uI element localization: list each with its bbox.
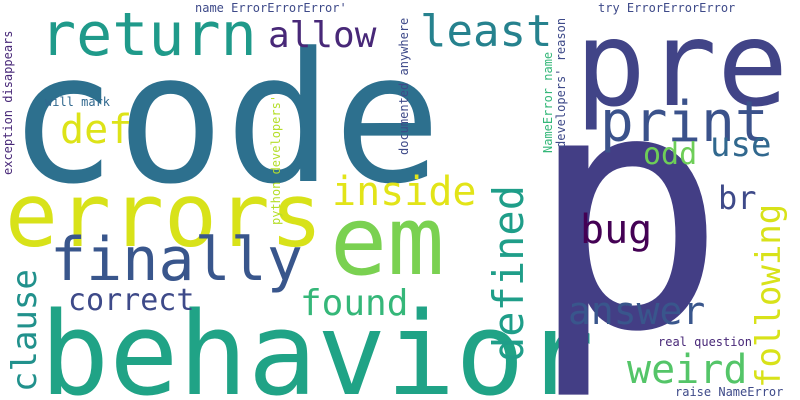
- word-developers-reason: developers' reason: [555, 18, 567, 148]
- word-raise-nameerror: raise NameError: [675, 386, 783, 398]
- word-least: least: [420, 10, 552, 54]
- word-weird: weird: [627, 350, 747, 390]
- word-answer: answer: [568, 292, 705, 330]
- word-python-developers: python developers': [270, 95, 282, 225]
- word-bug: bug: [580, 210, 652, 250]
- word-finally: finally: [50, 230, 303, 290]
- word-inside: inside: [332, 172, 477, 212]
- word-documented: documented anywhere: [398, 18, 410, 155]
- word-nameerror-name: NameError name: [542, 52, 554, 153]
- word-def: def: [60, 110, 132, 150]
- word-odd: odd: [643, 140, 697, 170]
- word-allow: allow: [268, 18, 376, 54]
- word-found: found: [300, 286, 408, 322]
- word-defined: defined: [488, 185, 530, 362]
- word-name-error: name ErrorErrorError': [195, 2, 347, 14]
- word-try-error: try ErrorErrorError: [598, 2, 735, 14]
- word-correct: correct: [68, 286, 194, 316]
- word-clause: clause: [8, 269, 42, 392]
- word-use: use: [710, 128, 771, 162]
- word-exception: exception disappears: [2, 31, 14, 176]
- word-real-question: real question: [658, 336, 752, 348]
- word-will-mark: will mark: [45, 96, 110, 108]
- word-following: following: [752, 204, 786, 388]
